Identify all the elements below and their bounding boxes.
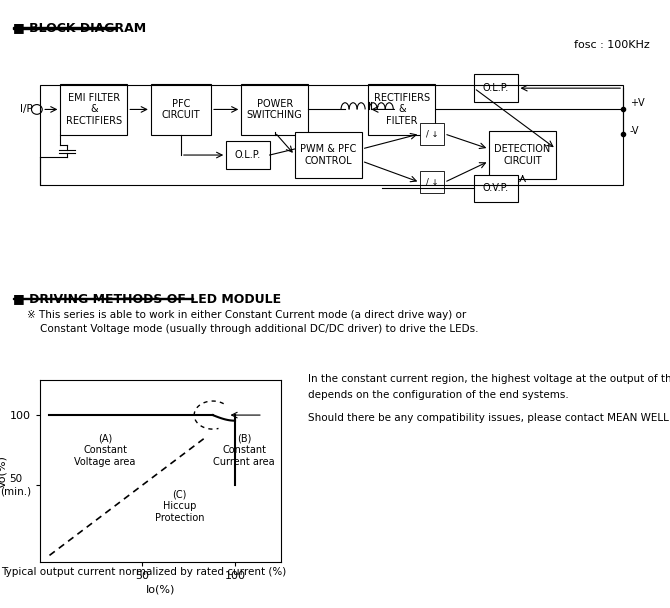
Text: EMI FILTER
&
RECTIFIERS: EMI FILTER & RECTIFIERS bbox=[66, 93, 122, 126]
Bar bbox=[420, 123, 444, 145]
Bar bbox=[420, 171, 444, 193]
Bar bbox=[13, 298, 193, 299]
Text: ■ BLOCK DIAGRAM: ■ BLOCK DIAGRAM bbox=[13, 21, 147, 34]
Text: O.V.P.: O.V.P. bbox=[483, 184, 509, 193]
Bar bbox=[369, 84, 436, 136]
Text: In the constant current region, the highest voltage at the output of the driver: In the constant current region, the high… bbox=[308, 374, 670, 384]
Text: fosc : 100KHz: fosc : 100KHz bbox=[574, 40, 650, 49]
Text: depends on the configuration of the end systems.: depends on the configuration of the end … bbox=[308, 390, 569, 400]
Text: / ↓: / ↓ bbox=[426, 130, 438, 138]
Text: / ↓: / ↓ bbox=[426, 178, 438, 187]
Text: Typical output current normalized by rated current (%): Typical output current normalized by rat… bbox=[1, 567, 287, 577]
Text: POWER
SWITCHING: POWER SWITCHING bbox=[247, 98, 303, 120]
Text: Should there be any compatibility issues, please contact MEAN WELL.: Should there be any compatibility issues… bbox=[308, 413, 670, 423]
Text: (B)
Constant
Current area: (B) Constant Current area bbox=[214, 434, 275, 467]
Bar bbox=[151, 84, 211, 136]
Text: ※ This series is able to work in either Constant Current mode (a direct drive wa: ※ This series is able to work in either … bbox=[27, 310, 478, 334]
Y-axis label: Vo(%): Vo(%) bbox=[0, 455, 7, 488]
Bar bbox=[489, 131, 556, 179]
Bar bbox=[474, 175, 518, 202]
Text: +V: +V bbox=[630, 98, 645, 108]
Text: -V: -V bbox=[630, 126, 639, 136]
Text: 50
(min.): 50 (min.) bbox=[1, 474, 31, 496]
Text: RECTIFIERS
&
FILTER: RECTIFIERS & FILTER bbox=[374, 93, 430, 126]
X-axis label: Io(%): Io(%) bbox=[146, 584, 176, 594]
Bar bbox=[226, 141, 269, 168]
Bar bbox=[474, 74, 518, 102]
Bar bbox=[60, 84, 127, 136]
Bar bbox=[13, 27, 117, 29]
Text: (A)
Constant
Voltage area: (A) Constant Voltage area bbox=[74, 434, 136, 467]
Bar bbox=[40, 85, 623, 185]
Text: O.L.P.: O.L.P. bbox=[482, 83, 509, 93]
Bar bbox=[295, 133, 362, 178]
Text: PFC
CIRCUIT: PFC CIRCUIT bbox=[161, 98, 200, 120]
Text: I/P: I/P bbox=[20, 105, 33, 114]
Text: ■ DRIVING METHODS OF LED MODULE: ■ DRIVING METHODS OF LED MODULE bbox=[13, 292, 281, 305]
Text: (C)
Hiccup
Protection: (C) Hiccup Protection bbox=[155, 489, 204, 523]
Text: O.L.P.: O.L.P. bbox=[234, 150, 261, 160]
Bar bbox=[241, 84, 308, 136]
Text: PWM & PFC
CONTROL: PWM & PFC CONTROL bbox=[300, 144, 356, 166]
Text: DETECTION
CIRCUIT: DETECTION CIRCUIT bbox=[494, 144, 551, 166]
